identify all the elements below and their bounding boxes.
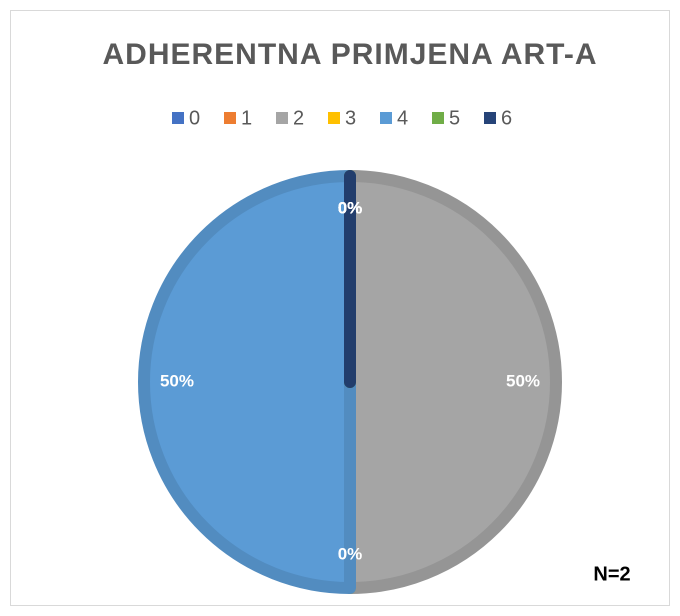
legend-swatch	[484, 112, 496, 124]
legend-swatch	[224, 112, 236, 124]
pie-slice	[138, 170, 356, 594]
data-label: 0%	[338, 198, 363, 217]
legend-swatch	[276, 112, 288, 124]
legend-label: 5	[449, 107, 460, 129]
legend-label: 2	[293, 107, 304, 129]
data-label: 0%	[338, 545, 363, 564]
legend-label: 1	[241, 107, 252, 129]
legend-label: 0	[189, 107, 200, 129]
legend-swatch	[328, 112, 340, 124]
data-label: 50%	[506, 371, 540, 390]
legend-swatch	[432, 112, 444, 124]
legend-label: 3	[345, 107, 356, 129]
legend-swatch	[380, 112, 392, 124]
chart-title: ADHERENTNA PRIMJENA ART-A	[102, 38, 597, 71]
data-label: 50%	[160, 371, 194, 390]
data-label: 0%	[338, 198, 363, 217]
annotation: N=2	[593, 563, 630, 585]
legend-label: 6	[501, 107, 512, 129]
legend-swatch	[172, 112, 184, 124]
legend-label: 4	[397, 107, 408, 129]
pie-slice	[344, 170, 562, 594]
data-label: 0%	[338, 198, 363, 217]
data-label: 0%	[338, 198, 363, 217]
